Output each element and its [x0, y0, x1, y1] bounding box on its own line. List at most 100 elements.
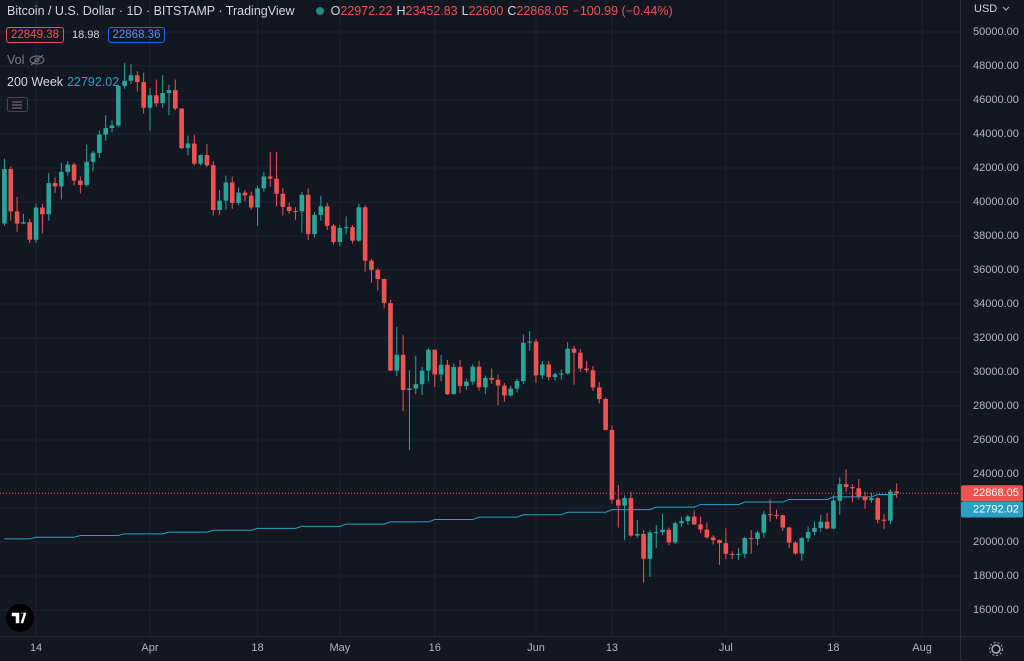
- candles: [2, 62, 900, 583]
- y-tick-label: 46000.00: [973, 94, 1019, 106]
- candle-body: [514, 380, 520, 389]
- candle-body: [210, 165, 216, 210]
- candle-body: [710, 537, 716, 541]
- price-change: −100.99 (−0.44%): [572, 4, 673, 18]
- y-tick-label: 34000.00: [973, 298, 1019, 310]
- ohlc-value: 22868.05: [516, 4, 569, 18]
- candle-body: [818, 521, 824, 528]
- hide-icon[interactable]: [28, 54, 46, 66]
- y-tick-label: 32000.00: [973, 332, 1019, 344]
- x-tick-label: 13: [606, 642, 618, 654]
- candle-body: [596, 387, 602, 400]
- candle-body: [426, 349, 431, 371]
- candle-body: [135, 75, 140, 82]
- candle-body: [767, 514, 773, 516]
- indicator-settings[interactable]: [7, 97, 29, 113]
- candle-body: [14, 211, 20, 224]
- candle-body: [445, 364, 450, 395]
- candle-body: [578, 352, 583, 369]
- candle-body: [603, 399, 608, 430]
- candle-body: [369, 260, 374, 270]
- candle-body: [457, 366, 463, 386]
- candle-body: [46, 183, 52, 215]
- candle-body: [698, 524, 703, 530]
- candle-body: [527, 341, 532, 343]
- candle-body: [615, 499, 621, 506]
- candle-body: [78, 180, 83, 185]
- candle-body: [824, 521, 830, 529]
- logo: [6, 604, 34, 632]
- candle-body: [185, 143, 191, 149]
- candle-body: [432, 349, 438, 375]
- candle-body: [122, 80, 127, 87]
- ohlc-value: 22600: [468, 4, 504, 18]
- settings-gear[interactable]: [988, 641, 1004, 657]
- currency[interactable]: USD: [974, 3, 1011, 15]
- y-tick-label: 36000.00: [973, 264, 1019, 276]
- x-tick-label: 14: [30, 642, 42, 654]
- candle-body: [755, 532, 760, 539]
- indicator-name[interactable]: 200 Week: [7, 75, 64, 89]
- candle-body: [97, 134, 102, 153]
- indicator-row: 200 Week 22792.02: [7, 75, 119, 89]
- candle-body: [546, 364, 551, 378]
- candle-body: [109, 125, 115, 129]
- candle-body: [609, 429, 615, 500]
- candle-body: [502, 385, 507, 396]
- candle-body: [267, 176, 273, 179]
- y-tick-label: 30000.00: [973, 366, 1019, 378]
- x-tick-label: Jun: [527, 642, 545, 654]
- candle-body: [571, 348, 577, 353]
- candle-body: [856, 488, 862, 497]
- y-tick-label: 24000.00: [973, 468, 1019, 480]
- candle-body: [52, 183, 58, 187]
- y-tick-label: 40000.00: [973, 196, 1019, 208]
- candle-body: [204, 155, 210, 166]
- candle-body: [774, 514, 779, 516]
- candle-body: [495, 379, 501, 386]
- candle-body: [217, 200, 222, 210]
- candle-body: [540, 364, 545, 376]
- y-tick-label: 48000.00: [973, 60, 1019, 72]
- caret: [1002, 6, 1010, 11]
- candle-body: [672, 523, 678, 543]
- indicator-value: 22792.02: [67, 75, 120, 89]
- candle-body: [179, 108, 184, 149]
- candle-body: [286, 206, 292, 211]
- candle-body: [533, 341, 539, 376]
- candle-body: [736, 553, 741, 555]
- candle-body: [888, 491, 893, 521]
- candle-body: [552, 374, 558, 378]
- candle-body: [141, 81, 146, 108]
- candle-body: [793, 542, 798, 554]
- candle-body: [451, 366, 457, 395]
- candle-body: [172, 90, 178, 109]
- ask-button[interactable]: 22868.36: [107, 27, 166, 43]
- candle-body: [59, 171, 64, 187]
- candle-body: [862, 496, 868, 501]
- candle-body: [869, 498, 874, 501]
- candle-body: [8, 168, 14, 212]
- candle-body: [261, 176, 267, 189]
- x-tick-label: Jul: [719, 642, 733, 654]
- candle-body: [128, 75, 134, 81]
- y-tick-label: 20000.00: [973, 536, 1019, 548]
- candle-body: [293, 210, 298, 212]
- candle-body: [685, 516, 691, 522]
- candle-body: [160, 92, 165, 104]
- candle-body: [331, 225, 336, 243]
- candle-body: [723, 543, 729, 554]
- x-tick-label: 18: [827, 642, 839, 654]
- candle-body: [831, 500, 836, 529]
- candle-body: [653, 532, 659, 534]
- candle-body: [660, 529, 665, 533]
- bid-button[interactable]: 22849.38: [6, 27, 64, 43]
- candle-body: [21, 222, 26, 224]
- symbol-title[interactable]: Bitcoin / U.S. Dollar · 1D · BITSTAMP · …: [7, 4, 295, 18]
- candle-body: [508, 388, 513, 396]
- candle-body: [812, 527, 817, 532]
- volume-row: Vol: [7, 53, 46, 67]
- candle-body: [413, 384, 419, 389]
- candle-body: [419, 370, 425, 385]
